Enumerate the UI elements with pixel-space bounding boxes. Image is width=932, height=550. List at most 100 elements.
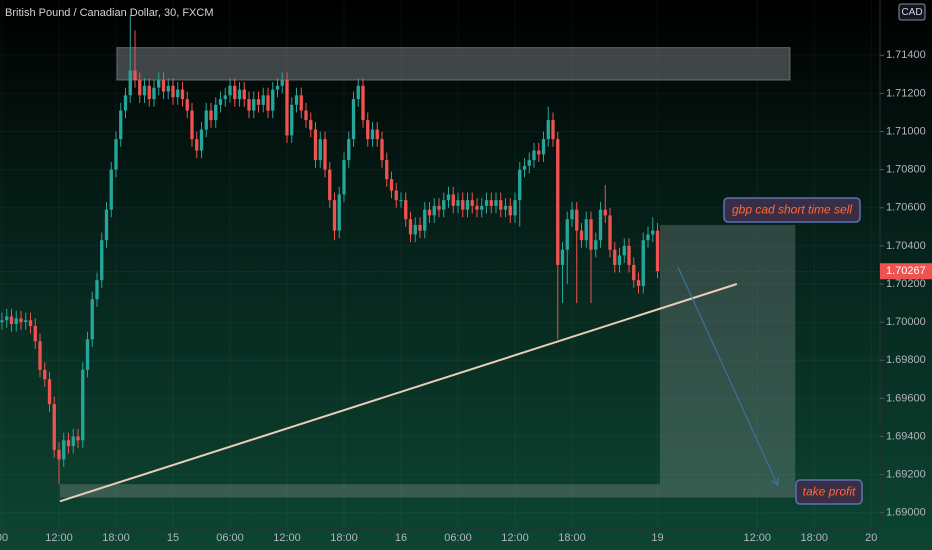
y-tick-label: 1.69600 bbox=[886, 392, 926, 404]
candle-body bbox=[594, 240, 598, 250]
candle-body bbox=[522, 165, 527, 170]
x-tick-label: 18:00 bbox=[800, 532, 828, 544]
candle-body bbox=[152, 87, 156, 100]
candle-body bbox=[19, 318, 23, 323]
candle-body bbox=[347, 139, 351, 161]
candle-body bbox=[342, 160, 346, 195]
candle-body bbox=[104, 209, 109, 241]
candle-body bbox=[218, 99, 223, 105]
x-tick-label: 16 bbox=[395, 532, 407, 544]
candle-body bbox=[166, 85, 170, 92]
x-tick-label: 06:00 bbox=[216, 532, 244, 544]
candle-body bbox=[470, 200, 474, 206]
x-tick-label: 12:00 bbox=[273, 532, 301, 544]
candle-body bbox=[313, 129, 318, 161]
candle-body bbox=[133, 70, 137, 81]
candle-body bbox=[370, 129, 375, 140]
candle-body bbox=[589, 219, 593, 250]
candle-body bbox=[195, 139, 199, 151]
candle-body bbox=[38, 341, 42, 370]
candle-body bbox=[309, 120, 313, 130]
candle-body bbox=[541, 139, 546, 155]
candle-body bbox=[584, 219, 588, 241]
candle-body bbox=[494, 200, 498, 206]
candle-body bbox=[247, 99, 251, 111]
target-note-box bbox=[795, 479, 863, 505]
support-zone bbox=[59, 484, 796, 498]
y-tick-label: 1.69000 bbox=[886, 507, 926, 519]
candle-body bbox=[95, 280, 99, 300]
candle-body bbox=[651, 230, 655, 235]
candle-body bbox=[171, 85, 175, 98]
candle-body bbox=[190, 110, 194, 140]
chart-title: British Pound / Canadian Dollar, 30, FXC… bbox=[5, 7, 214, 19]
candle-body bbox=[389, 179, 394, 191]
currency-box[interactable] bbox=[898, 3, 926, 21]
y-tick-label: 1.69200 bbox=[886, 469, 926, 481]
candle-body bbox=[655, 230, 660, 272]
candle-body bbox=[71, 436, 75, 447]
candle-body bbox=[437, 205, 441, 210]
candle-body bbox=[622, 245, 626, 256]
candle-body bbox=[356, 85, 360, 100]
candle-body bbox=[480, 205, 484, 210]
last-price-label: 1.70267 bbox=[886, 265, 926, 277]
candle-body bbox=[598, 209, 603, 241]
candle-body bbox=[85, 339, 90, 370]
candle-body bbox=[442, 200, 446, 210]
candle-body bbox=[465, 200, 470, 210]
candle-body bbox=[351, 99, 356, 140]
y-tick-label: 1.70400 bbox=[886, 240, 926, 252]
candle-body bbox=[209, 110, 213, 121]
candle-body bbox=[271, 89, 275, 111]
candle-body bbox=[128, 70, 132, 96]
candle-body bbox=[636, 280, 641, 286]
candle-body bbox=[237, 89, 242, 100]
candle-body bbox=[646, 234, 650, 241]
candle-body bbox=[394, 190, 398, 201]
candle-body bbox=[399, 200, 403, 202]
target-note: take profit bbox=[803, 485, 856, 499]
candle-body bbox=[62, 440, 66, 460]
candle-body bbox=[161, 80, 166, 92]
candle-body bbox=[565, 219, 569, 250]
candle-body bbox=[423, 209, 427, 231]
y-tick-label: 1.70600 bbox=[886, 202, 926, 214]
x-tick-label: 00 bbox=[0, 532, 8, 544]
candle-body bbox=[185, 99, 189, 111]
candle-body bbox=[242, 89, 246, 100]
candle-body bbox=[503, 205, 508, 210]
candle-body bbox=[570, 209, 574, 220]
currency-label[interactable]: CAD bbox=[901, 7, 922, 18]
candle-body bbox=[418, 224, 422, 231]
candle-body bbox=[66, 440, 71, 447]
candle-body bbox=[33, 325, 37, 342]
candle-body bbox=[518, 169, 522, 201]
candle-body bbox=[138, 80, 142, 96]
candle-body bbox=[256, 99, 261, 105]
candle-body bbox=[123, 95, 128, 111]
candle-body bbox=[617, 255, 622, 265]
candle-body bbox=[142, 85, 147, 96]
candle-body bbox=[608, 215, 612, 250]
candle-body bbox=[413, 224, 417, 235]
x-tick-label: 19 bbox=[651, 532, 663, 544]
y-tick-label: 1.71400 bbox=[886, 49, 926, 61]
candle-body bbox=[52, 404, 56, 450]
candle-body bbox=[489, 200, 493, 206]
candle-body bbox=[385, 160, 389, 180]
candle-body bbox=[294, 95, 299, 105]
candle-body bbox=[304, 110, 308, 121]
candle-body bbox=[176, 89, 180, 98]
y-tick-label: 1.69800 bbox=[886, 354, 926, 366]
arrow bbox=[677, 266, 777, 484]
x-tick-label: 06:00 bbox=[444, 532, 472, 544]
candle-body bbox=[114, 139, 118, 170]
sell-note: gbp cad short time sell bbox=[732, 203, 852, 217]
candle-body bbox=[57, 449, 61, 460]
candle-body bbox=[280, 80, 284, 86]
candle-body bbox=[252, 99, 256, 111]
candle-body bbox=[223, 95, 227, 100]
candle-body bbox=[199, 129, 204, 151]
